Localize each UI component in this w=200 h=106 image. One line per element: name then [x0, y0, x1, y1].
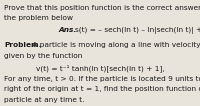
- Text: Problem.: Problem.: [4, 42, 42, 48]
- Text: Ans.: Ans.: [58, 27, 76, 33]
- Text: s(t) = – sech(ln t) – ln|sech(ln t)| + 10: s(t) = – sech(ln t) – ln|sech(ln t)| + 1…: [75, 27, 200, 34]
- Text: For any time, t > 0. If the particle is located 9 units to the: For any time, t > 0. If the particle is …: [4, 76, 200, 82]
- Text: the problem below: the problem below: [4, 15, 73, 21]
- Text: A particle is moving along a line with velocity: A particle is moving along a line with v…: [30, 42, 200, 48]
- Text: given by the function: given by the function: [4, 53, 83, 59]
- Text: particle at any time t.: particle at any time t.: [4, 97, 85, 103]
- Text: v(t) = t⁻¹ tanh(ln t)[sech(ln t) + 1],: v(t) = t⁻¹ tanh(ln t)[sech(ln t) + 1],: [36, 64, 164, 72]
- Text: right of the origin at t = 1, find the position function of the: right of the origin at t = 1, find the p…: [4, 86, 200, 92]
- Text: Prove that this position function is the correct answer for: Prove that this position function is the…: [4, 5, 200, 11]
